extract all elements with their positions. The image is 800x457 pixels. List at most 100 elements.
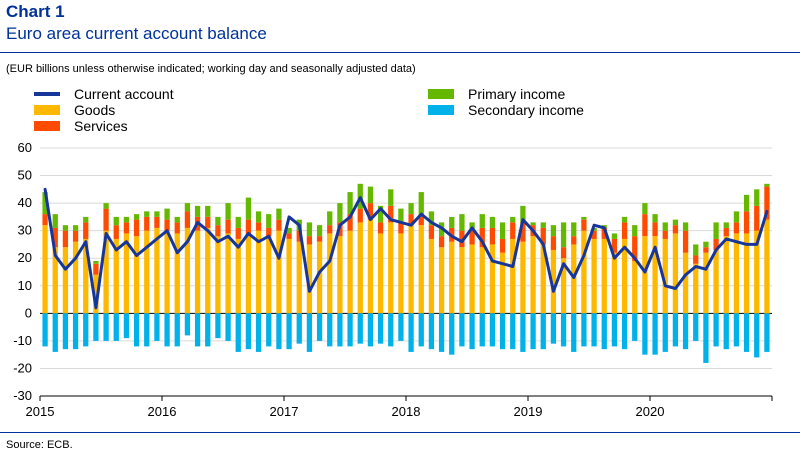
bar-secondary-income [316, 313, 323, 341]
bar-secondary-income [408, 313, 414, 352]
bar-secondary-income [489, 313, 496, 347]
bar-primary-income [72, 225, 79, 231]
bar-services [713, 238, 719, 250]
bar-secondary-income [123, 313, 130, 339]
bar-services [398, 222, 404, 234]
bar-primary-income [632, 225, 638, 237]
bar-services [591, 230, 597, 239]
bar-services [723, 227, 729, 237]
bar-services [672, 225, 679, 234]
legend-label: Current account [74, 86, 174, 102]
bar-secondary-income [337, 313, 343, 347]
bar-primary-income [428, 211, 435, 226]
bar-secondary-income [154, 313, 160, 341]
bar-secondary-income [205, 313, 211, 347]
bar-services [123, 222, 130, 234]
bar-primary-income [133, 214, 140, 220]
bar-goods [449, 241, 455, 314]
bar-goods [510, 238, 516, 314]
bar-goods [184, 227, 191, 314]
x-tick-label: 2018 [392, 404, 421, 419]
bar-primary-income [499, 222, 506, 239]
bar-services [93, 263, 99, 275]
bar-primary-income [215, 216, 221, 226]
bar-goods [743, 233, 750, 314]
bar-secondary-income [42, 313, 48, 347]
bar-goods [398, 233, 404, 314]
bar-secondary-income [530, 313, 536, 350]
legend-swatch-secondary-income [428, 105, 454, 115]
bar-services [682, 230, 689, 253]
chart-subtitle: (EUR billions unless otherwise indicated… [6, 63, 416, 75]
bar-primary-income [225, 203, 231, 220]
bar-secondary-income [723, 313, 729, 350]
bar-secondary-income [113, 313, 119, 341]
bar-goods [327, 233, 333, 314]
bar-primary-income [276, 208, 282, 220]
bar-services [235, 227, 241, 239]
bar-primary-income [377, 205, 384, 223]
bar-secondary-income [367, 313, 374, 347]
bar-goods [489, 244, 496, 314]
bar-primary-income [621, 216, 628, 223]
bar-goods [83, 238, 89, 314]
bar-services [743, 211, 750, 234]
bar-secondary-income [144, 313, 150, 347]
x-tick-label: 2020 [636, 404, 665, 419]
bar-goods [286, 238, 292, 314]
bar-services [42, 214, 48, 226]
bar-services [764, 186, 770, 220]
bar-primary-income [479, 214, 485, 228]
bar-services [296, 230, 302, 242]
bar-goods [205, 227, 211, 314]
bar-primary-income [83, 216, 89, 223]
bar-services [662, 230, 668, 239]
bar-primary-income [164, 208, 170, 220]
bar-goods [469, 244, 475, 314]
bar-goods [164, 230, 170, 314]
bar-secondary-income [428, 313, 435, 350]
y-tick-label: 40 [18, 195, 32, 210]
bar-services [754, 205, 760, 231]
bar-primary-income [123, 216, 130, 223]
bar-primary-income [388, 189, 394, 206]
bar-secondary-income [286, 313, 292, 350]
bar-goods [601, 238, 607, 314]
bar-services [266, 227, 272, 237]
y-tick-label: 10 [18, 278, 32, 293]
bar-secondary-income [306, 313, 313, 352]
bar-secondary-income [194, 313, 201, 347]
bar-services [459, 230, 465, 248]
bar-primary-income [662, 222, 668, 231]
bar-secondary-income [296, 313, 302, 344]
bar-services [133, 219, 140, 237]
legend-label: Goods [74, 102, 116, 118]
bar-secondary-income [133, 313, 140, 347]
bar-primary-income [184, 203, 191, 212]
bar-secondary-income [499, 313, 506, 350]
y-tick-label: -10 [13, 333, 32, 348]
bar-goods [93, 274, 99, 314]
line-current-account [43, 187, 769, 310]
bar-goods [174, 233, 180, 314]
y-tick-label: 50 [18, 168, 32, 183]
bar-primary-income [682, 222, 689, 231]
bar-goods [418, 225, 424, 314]
bar-services [469, 230, 475, 245]
y-tick-label: 0 [25, 305, 32, 320]
bar-goods [632, 260, 638, 314]
bar-primary-income [571, 222, 577, 237]
bar-secondary-income [459, 313, 465, 347]
bar-services [316, 236, 323, 242]
y-tick-label: 60 [18, 140, 32, 155]
bar-goods [306, 244, 313, 314]
bar-services [520, 222, 526, 242]
bar-primary-income [713, 222, 719, 239]
bar-secondary-income [215, 313, 221, 339]
bar-services [438, 236, 445, 248]
chart-title: Euro area current account balance [6, 24, 267, 43]
bar-goods [733, 233, 740, 314]
bar-secondary-income [642, 313, 648, 355]
bar-services [164, 219, 170, 231]
bar-primary-income [347, 192, 353, 215]
